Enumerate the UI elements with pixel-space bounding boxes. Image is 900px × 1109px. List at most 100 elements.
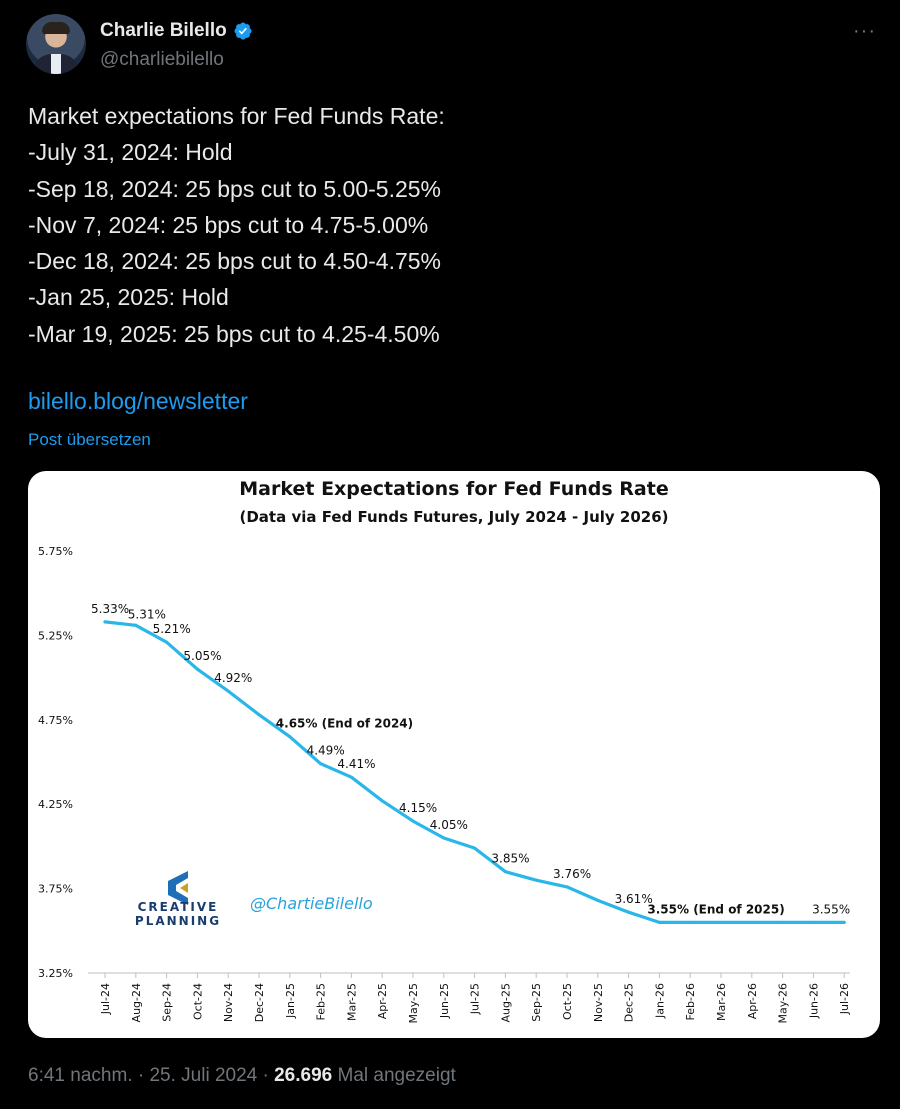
x-tick-label: Nov-24 <box>222 983 235 1022</box>
view-count-label: Mal angezeigt <box>337 1065 456 1086</box>
data-point <box>627 910 631 914</box>
tweet-line: -Sep 18, 2024: 25 bps cut to 5.00-5.25% <box>28 175 442 202</box>
x-tick-label: Jul-25 <box>469 983 482 1015</box>
chart-card[interactable]: Market Expectations for Fed Funds Rate (D… <box>28 471 880 1038</box>
y-tick-label: 4.25% <box>38 798 73 811</box>
data-label: 4.05% <box>430 818 468 832</box>
chart-subtitle: (Data via Fed Funds Futures, July 2024 -… <box>240 508 669 526</box>
data-point <box>781 920 785 924</box>
data-point <box>442 836 446 840</box>
data-point <box>473 846 477 850</box>
x-tick-label: Aug-24 <box>130 983 143 1022</box>
data-point <box>534 878 538 882</box>
y-tick-label: 5.75% <box>38 545 73 558</box>
data-label: 4.92% <box>214 671 252 685</box>
watermark-handle: @ChartieBilello <box>250 894 373 913</box>
data-label: 3.55% <box>812 902 850 916</box>
tweet-line: -Mar 19, 2025: 25 bps cut to 4.25-4.50% <box>28 320 440 347</box>
tweet-meta: 6:41 nachm. · 25. Juli 2024 · 26.696 Mal… <box>28 1065 456 1087</box>
data-point <box>503 870 507 874</box>
data-label: 4.15% <box>399 801 437 815</box>
logo-text-line2: PLANNING <box>135 914 221 928</box>
data-point <box>319 762 323 766</box>
verified-badge-icon <box>234 22 252 40</box>
x-tick-label: May-26 <box>777 983 790 1024</box>
creative-planning-logo <box>168 871 188 905</box>
author-name-row[interactable]: Charlie Bilello <box>100 20 253 42</box>
x-tick-label: Jan-25 <box>284 983 297 1019</box>
data-point <box>195 667 199 671</box>
data-label: 5.21% <box>153 622 191 636</box>
x-tick-label: Jun-25 <box>438 983 451 1019</box>
tweet-line: -July 31, 2024: Hold <box>28 139 233 166</box>
y-tick-label: 3.25% <box>38 967 73 980</box>
tweet-date[interactable]: 25. Juli 2024 <box>149 1065 258 1086</box>
x-tick-label: Mar-26 <box>715 983 728 1021</box>
creative-planning-logo-accent <box>180 883 188 893</box>
author-handle[interactable]: @charliebilello <box>100 49 224 70</box>
tweet-time[interactable]: 6:41 nachm. <box>28 1065 133 1086</box>
data-point <box>380 799 384 803</box>
data-point <box>288 735 292 739</box>
newsletter-link[interactable]: bilello.blog/newsletter <box>28 388 248 414</box>
data-point <box>411 819 415 823</box>
tweet-line: Market expectations for Fed Funds Rate: <box>28 103 445 129</box>
x-tick-label: Dec-25 <box>623 983 636 1022</box>
data-point <box>257 713 261 717</box>
data-point <box>842 920 846 924</box>
series-line <box>103 620 846 924</box>
data-label: 5.31% <box>128 607 166 621</box>
chart-title: Market Expectations for Fed Funds Rate <box>239 478 668 500</box>
data-point <box>811 920 815 924</box>
x-tick-label: Jun-26 <box>807 983 820 1019</box>
data-label: 4.65% (End of 2024) <box>276 717 413 731</box>
x-tick-label: May-25 <box>407 983 420 1024</box>
data-point <box>657 920 661 924</box>
data-point <box>165 640 169 644</box>
x-tick-label: Apr-25 <box>376 983 389 1019</box>
creative-planning-logo-mark <box>168 871 188 905</box>
x-tick-label: Dec-24 <box>253 983 266 1022</box>
view-count: 26.696 <box>274 1065 333 1086</box>
data-point <box>750 920 754 924</box>
x-tick-label: Oct-24 <box>191 983 204 1020</box>
tweet-line: -Jan 25, 2025: Hold <box>28 284 229 311</box>
data-point <box>134 623 138 627</box>
data-label: 3.55% (End of 2025) <box>647 902 784 916</box>
y-tick-label: 5.25% <box>38 629 73 642</box>
more-options-icon[interactable]: ··· <box>853 20 876 42</box>
data-point <box>349 775 353 779</box>
tweet-header: Charlie Bilello @charliebilello ··· <box>26 14 876 78</box>
data-label: 3.85% <box>491 852 529 866</box>
x-tick-label: Apr-26 <box>746 983 759 1019</box>
data-label: 5.33% <box>91 602 129 616</box>
tweet-line: -Nov 7, 2024: 25 bps cut to 4.75-5.00% <box>28 211 429 238</box>
data-label: 5.05% <box>183 649 221 663</box>
y-tick-label: 3.75% <box>38 883 73 896</box>
meta-separator: · <box>137 1065 145 1086</box>
data-point <box>226 689 230 693</box>
x-tick-label: Nov-25 <box>592 983 605 1022</box>
data-point <box>596 898 600 902</box>
x-tick-label: Aug-25 <box>499 983 512 1022</box>
data-label: 4.41% <box>337 757 375 771</box>
x-tick-label: Jan-26 <box>653 983 666 1019</box>
x-tick-label: Jul-26 <box>838 983 851 1015</box>
data-label: 3.61% <box>615 892 653 906</box>
x-tick-label: Jul-24 <box>99 983 112 1015</box>
avatar[interactable] <box>26 14 86 74</box>
translate-post-link[interactable]: Post übersetzen <box>28 430 151 449</box>
data-point <box>688 920 692 924</box>
data-label: 3.76% <box>553 867 591 881</box>
data-label: 4.49% <box>307 744 345 758</box>
fed-funds-chart: Market Expectations for Fed Funds Rate (D… <box>38 478 851 1024</box>
meta-separator: · <box>262 1065 269 1086</box>
x-tick-label: Oct-25 <box>561 983 574 1020</box>
x-tick-label: Mar-25 <box>345 983 358 1021</box>
x-tick-label: Feb-26 <box>684 983 697 1020</box>
author-name[interactable]: Charlie Bilello <box>100 20 227 41</box>
logo-text-line1: CREATIVE <box>138 900 219 914</box>
tweet-text: Market expectations for Fed Funds Rate: … <box>28 98 878 352</box>
x-tick-label: Sep-24 <box>161 983 174 1022</box>
data-point <box>719 920 723 924</box>
